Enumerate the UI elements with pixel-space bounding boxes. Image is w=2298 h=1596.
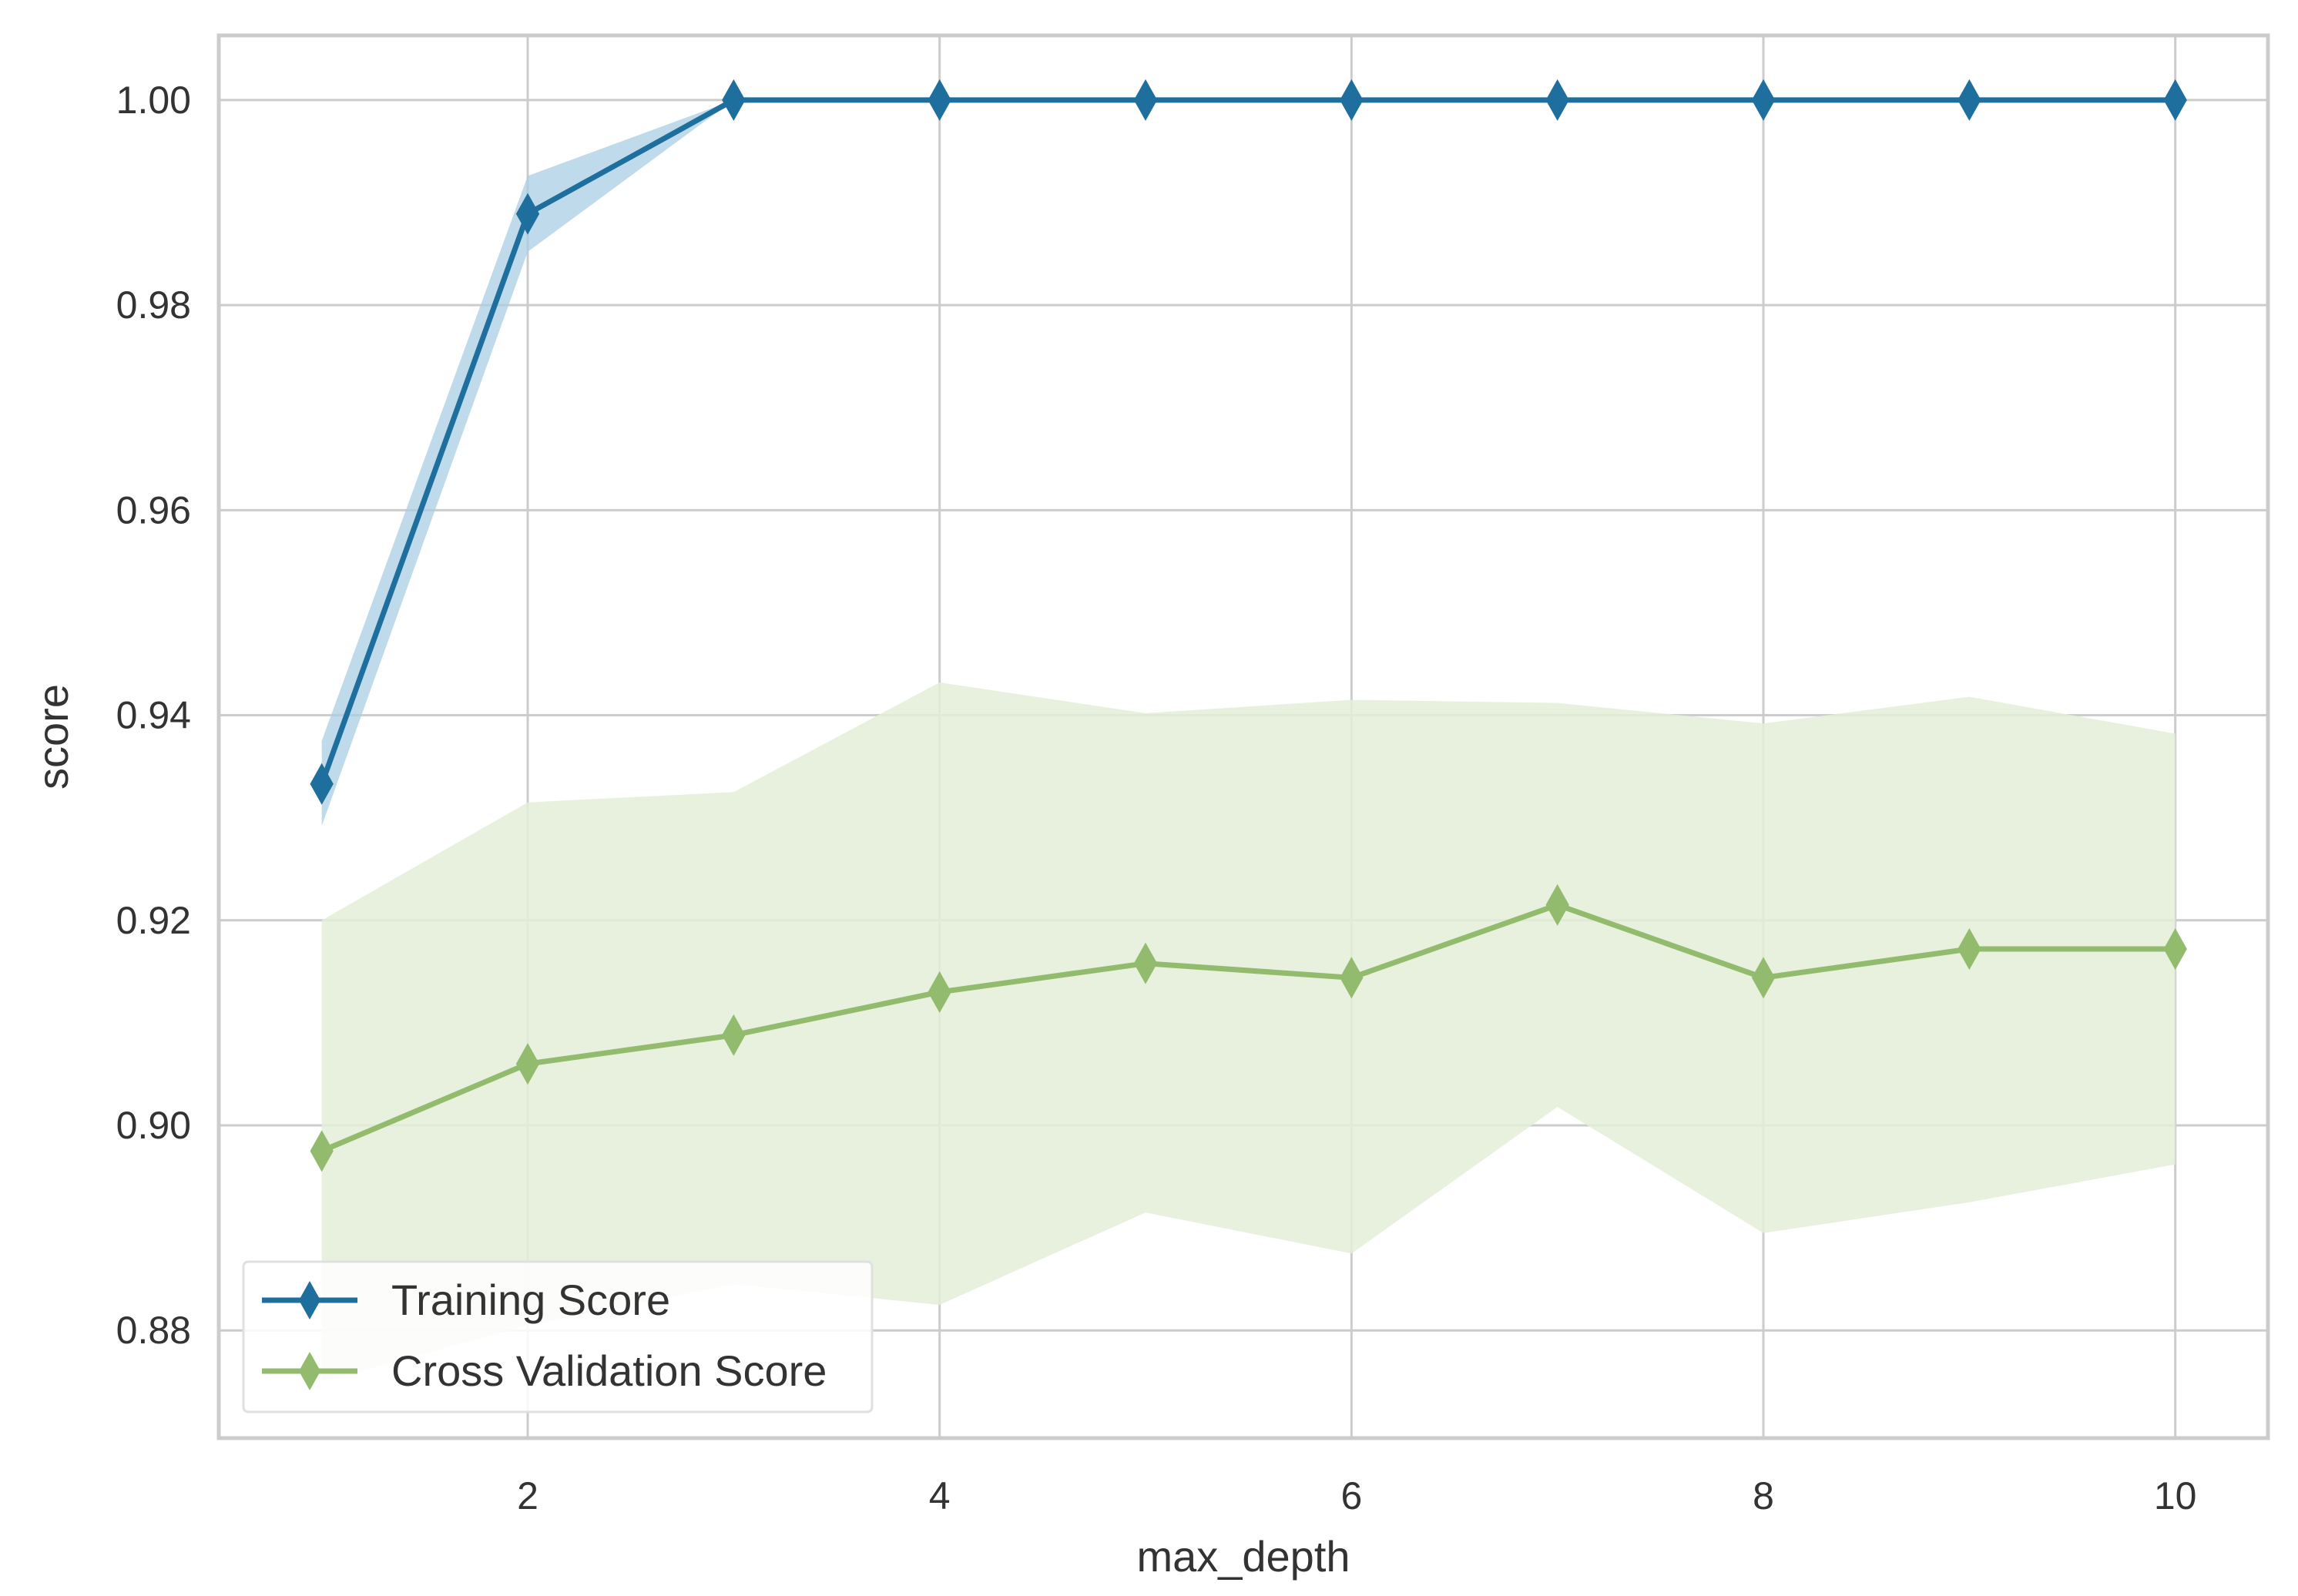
x-tick-label: 6 — [1340, 1474, 1362, 1517]
legend-item: Cross Validation Score — [262, 1346, 827, 1395]
x-tick-label: 2 — [517, 1474, 538, 1517]
series-line — [319, 902, 2179, 1154]
legend-item: Training Score — [262, 1276, 670, 1324]
legend-label: Training Score — [391, 1276, 670, 1324]
y-tick-label: 0.90 — [116, 1104, 191, 1147]
confidence-bands — [321, 99, 2176, 1382]
data-point-marker — [1957, 79, 1981, 121]
data-point-marker — [515, 1043, 540, 1085]
data-point-marker — [1340, 957, 1364, 999]
series-lines — [319, 97, 2179, 1154]
legend-swatch-marker — [299, 1352, 320, 1390]
data-point-marker — [515, 193, 540, 235]
y-tick-label: 0.88 — [116, 1309, 191, 1352]
data-point-marker — [1133, 942, 1158, 984]
y-tick-label: 0.94 — [116, 694, 191, 737]
data-point-marker — [928, 79, 951, 121]
plot-frame — [216, 33, 2270, 1440]
data-point-marker — [928, 971, 951, 1014]
x-axis-label: max_depth — [1136, 1532, 1350, 1581]
tick-labels: 2 4 6 8 10 0.88 0.90 0.92 0.94 0.96 0.98 1.00 — [116, 79, 2197, 1517]
y-axis-label: score — [29, 684, 77, 790]
y-tick-label: 1.00 — [116, 79, 191, 122]
data-point-marker — [722, 79, 746, 121]
series-band — [321, 682, 2176, 1382]
series-markers — [310, 79, 2187, 1172]
x-tick-label: 4 — [929, 1474, 951, 1517]
data-point-marker — [310, 1130, 334, 1172]
legend: Training Score Cross Validation Score — [242, 1260, 874, 1413]
series-line — [319, 97, 2179, 787]
x-tick-label: 10 — [2154, 1474, 2197, 1517]
data-point-marker — [722, 1014, 746, 1056]
data-point-marker — [1340, 79, 1364, 121]
data-point-marker — [310, 763, 334, 805]
data-point-marker — [1133, 79, 1158, 121]
data-point-marker — [1751, 79, 1776, 121]
data-point-marker — [1751, 957, 1776, 999]
x-tick-label: 8 — [1753, 1474, 1774, 1517]
legend-box — [242, 1260, 874, 1413]
legend-swatch-marker — [299, 1281, 320, 1319]
data-point-marker — [1545, 884, 1569, 926]
data-point-marker — [1545, 79, 1569, 121]
y-tick-label: 0.96 — [116, 488, 191, 531]
y-tick-label: 0.92 — [116, 899, 191, 942]
data-point-marker — [2163, 927, 2187, 971]
y-tick-label: 0.98 — [116, 283, 191, 327]
data-point-marker — [2163, 79, 2187, 121]
data-point-marker — [1957, 927, 1981, 971]
legend-label: Cross Validation Score — [391, 1346, 827, 1395]
